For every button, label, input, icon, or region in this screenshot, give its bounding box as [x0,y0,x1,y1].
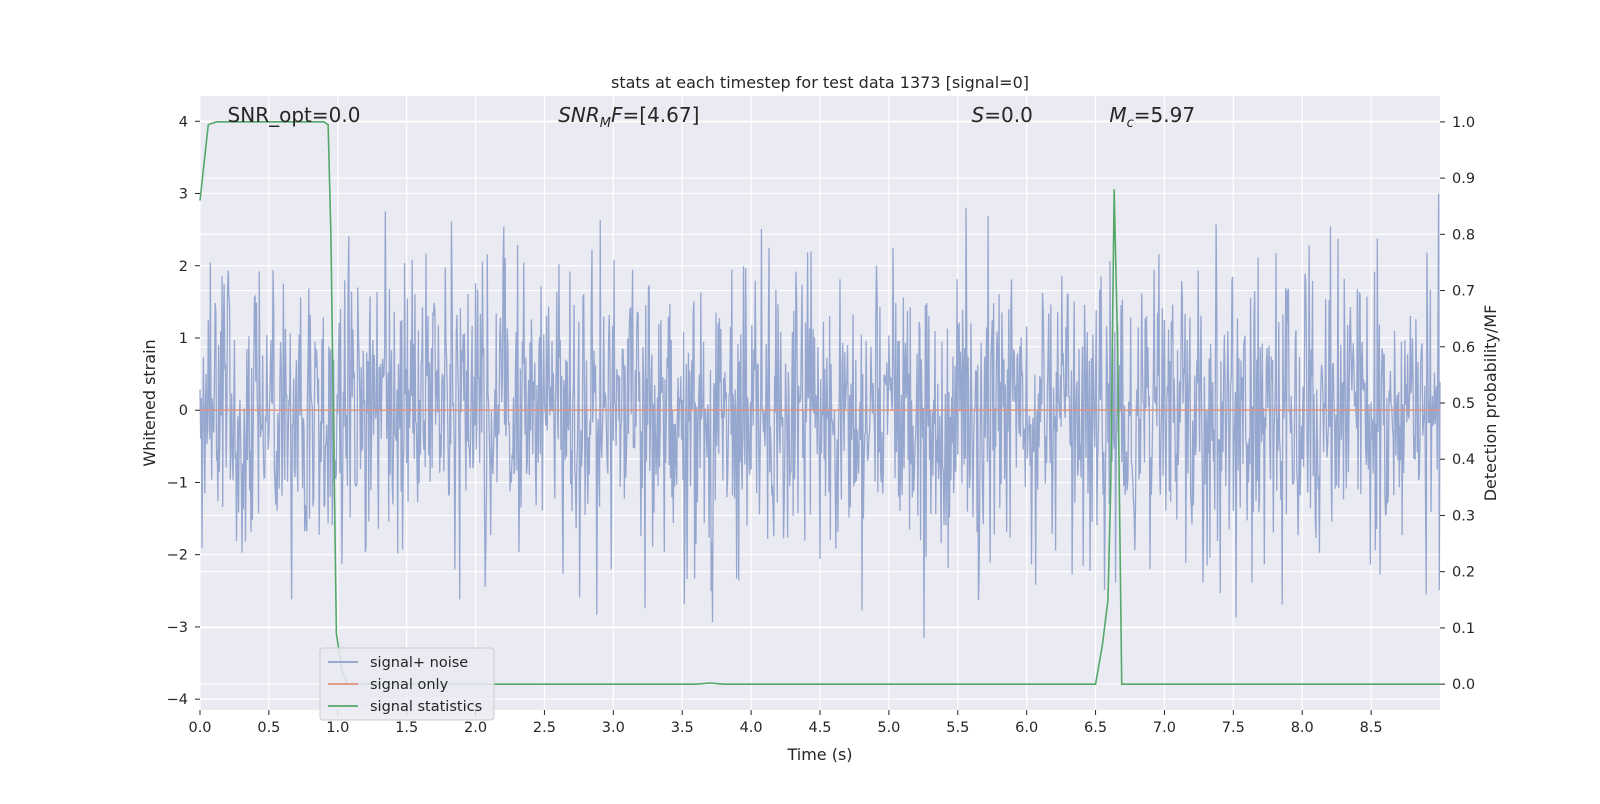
x-tick-label: 2.0 [464,720,487,736]
legend-label: signal+ noise [370,655,468,671]
x-tick-label: 8.0 [1291,720,1314,736]
series-line-signal-noise [199,193,1441,638]
x-tick-label: 7.0 [1153,720,1176,736]
x-tick-label: 4.5 [808,720,831,736]
axes-layer: 0.0 0.5 1.0 1.5 2.0 2.5 3.0 3.5 4.0 4.5 5.0 5.5 6.0 6… [167,114,1475,736]
y2-tick-label: 0.7 [1452,284,1475,300]
y2-tick-label: 0.0 [1452,677,1475,693]
y2-axis-label: Detection probability/MF [1481,305,1500,502]
x-tick-label: 0.0 [188,720,211,736]
y2-tick-label: 0.4 [1452,452,1475,468]
x-tick-label: 5.5 [946,720,969,736]
x-tick-label: 2.5 [533,720,556,736]
x-tick-label: 0.5 [257,720,280,736]
y-tick-label: 4 [179,114,188,130]
y-tick-label: −4 [167,692,188,708]
annotation-text: SNRMF=[4.67] [558,103,699,131]
y-tick-label: 0 [179,403,188,419]
x-tick-label: 6.0 [1015,720,1038,736]
x-tick-label: 3.0 [602,720,625,736]
x-tick-label: 1.5 [395,720,418,736]
legend-box [319,647,495,721]
x-tick-label: 5.0 [877,720,900,736]
y-tick-label: −3 [167,620,188,636]
x-tick-label: 8.5 [1360,720,1383,736]
y-tick-label: −2 [167,548,188,564]
annotation-text: SNR_opt=0.0 [228,103,361,127]
y2-tick-label: 0.1 [1452,621,1475,637]
legend: signal+ noise signal only signal statistic… [319,647,495,721]
annotation-text: Mc=5.97 [1109,103,1195,131]
annotation-text: S=0.0 [972,103,1033,127]
x-tick-label: 6.5 [1084,720,1107,736]
x-tick-label: 3.5 [671,720,694,736]
series-line-signal-statistics [199,121,1440,685]
y-tick-label: 1 [179,331,188,347]
y-axis-label: Whitened strain [140,339,159,466]
y2-tick-label: 1.0 [1452,115,1475,131]
legend-label: signal only [370,677,449,693]
x-tick-label: 1.0 [326,720,349,736]
y2-tick-label: 0.3 [1452,508,1475,524]
y-tick-label: 3 [179,187,188,203]
data-layer [199,121,1441,685]
y2-tick-label: 0.8 [1452,227,1475,243]
y2-tick-label: 0.2 [1452,565,1475,581]
y-tick-label: −1 [167,475,188,491]
y2-tick-label: 0.5 [1452,396,1475,412]
y-tick-label: 2 [179,259,188,275]
annotation-layer: SNR_opt=0.0 SNRMF=[4.67] S=0.0 Mc=5.97 [228,103,1195,131]
chart-title: stats at each timestep for test data 137… [611,73,1029,92]
x-tick-label: 4.0 [740,720,763,736]
x-axis-label: Time (s) [786,745,852,764]
y2-tick-label: 0.6 [1452,340,1475,356]
x-tick-label: 7.5 [1222,720,1245,736]
legend-label: signal statistics [370,699,482,715]
y2-tick-label: 0.9 [1452,171,1475,187]
